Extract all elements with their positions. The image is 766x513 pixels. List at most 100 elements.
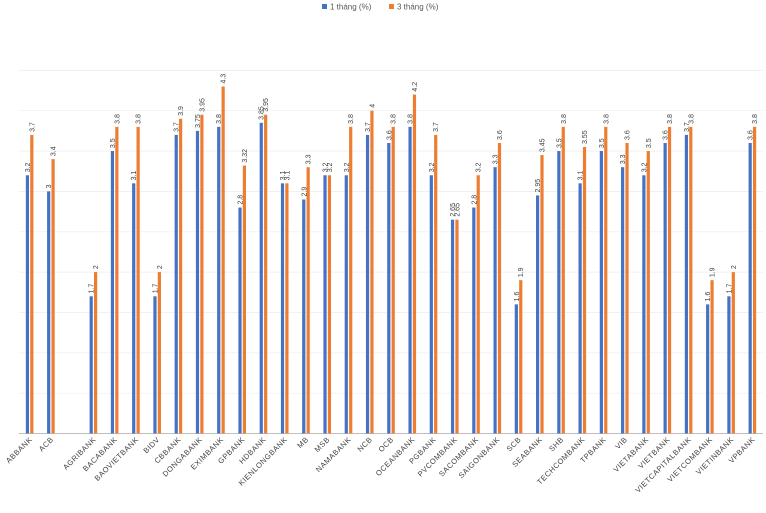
bar-3-month bbox=[136, 126, 140, 434]
data-label: 1.7 bbox=[152, 283, 159, 293]
bar-1-month bbox=[25, 175, 30, 434]
bar-3-month bbox=[242, 165, 246, 434]
data-label: 3.5 bbox=[556, 138, 563, 148]
bar-3-month bbox=[561, 126, 565, 434]
bar-3-month bbox=[264, 114, 268, 434]
bar-1-month bbox=[514, 304, 518, 434]
data-label: 3.1 bbox=[578, 171, 585, 181]
data-label: 3.7 bbox=[29, 122, 36, 132]
data-label: 1.6 bbox=[705, 292, 712, 302]
bar-3-month bbox=[455, 219, 459, 434]
bars bbox=[25, 86, 757, 434]
bar-3-month bbox=[476, 175, 480, 434]
data-label: 3.5 bbox=[646, 138, 653, 148]
legend-swatch bbox=[389, 4, 394, 9]
data-label: 3.5 bbox=[599, 138, 606, 148]
data-label: 2.65 bbox=[454, 203, 461, 217]
data-label: 3.2 bbox=[641, 162, 648, 172]
bar-1-month bbox=[365, 134, 370, 434]
bar-1-month bbox=[599, 151, 603, 434]
data-label: 3.7 bbox=[174, 122, 181, 132]
data-label: 2.8 bbox=[471, 195, 478, 205]
bar-1-month bbox=[748, 142, 752, 434]
x-tick-label: MB bbox=[295, 435, 310, 450]
gridlines bbox=[19, 70, 763, 434]
data-label: 3.1 bbox=[131, 171, 138, 181]
bar-1-month bbox=[642, 175, 646, 434]
bar-3-month bbox=[370, 110, 374, 434]
legend-swatch bbox=[322, 4, 327, 9]
bar-3-month bbox=[349, 126, 353, 434]
data-label: 3.95 bbox=[199, 98, 206, 112]
data-label: 1.7 bbox=[89, 283, 96, 293]
data-label: 3.9 bbox=[178, 106, 185, 116]
bar-1-month bbox=[472, 207, 476, 434]
data-label: 3.85 bbox=[259, 106, 266, 120]
data-label: 1.6 bbox=[514, 292, 521, 302]
bar-1-month bbox=[706, 304, 710, 434]
bar-1-month bbox=[727, 296, 731, 434]
bar-3-month bbox=[30, 134, 34, 434]
bar-3-month bbox=[434, 134, 438, 434]
bar-1-month bbox=[89, 296, 93, 434]
bar-1-month bbox=[280, 183, 285, 434]
data-label: 3.8 bbox=[667, 114, 674, 124]
bar-3-month bbox=[667, 126, 672, 434]
bar-3-month bbox=[604, 126, 608, 434]
data-label: 3.45 bbox=[540, 138, 547, 152]
bar-3-month bbox=[157, 272, 161, 434]
bar-3-month bbox=[731, 272, 735, 434]
bar-1-month bbox=[153, 296, 157, 434]
data-label: 3.6 bbox=[663, 130, 670, 140]
bar-3-month bbox=[200, 114, 204, 434]
bar-1-month bbox=[621, 167, 625, 434]
data-label: 3.95 bbox=[263, 98, 270, 112]
data-label: 2.95 bbox=[535, 179, 542, 193]
data-label: 3.6 bbox=[625, 130, 632, 140]
bar-3-month bbox=[412, 94, 417, 434]
bar-3-month bbox=[115, 126, 119, 434]
bar-1-month bbox=[387, 142, 391, 434]
data-label: 3.8 bbox=[348, 114, 355, 124]
data-label: 3.6 bbox=[386, 130, 393, 140]
data-label: 1.9 bbox=[518, 267, 525, 277]
data-label: 3.2 bbox=[323, 162, 330, 172]
data-label: 3.4 bbox=[51, 146, 58, 156]
bar-3-month bbox=[285, 183, 289, 434]
bar-3-month bbox=[519, 280, 523, 434]
data-label: 3.3 bbox=[620, 154, 627, 164]
data-label: 2.8 bbox=[238, 195, 245, 205]
bar-1-month bbox=[663, 142, 667, 434]
data-label: 3.55 bbox=[582, 130, 589, 144]
data-label: 4.3 bbox=[221, 74, 228, 84]
data-label: 3.6 bbox=[748, 130, 755, 140]
data-label: 3.8 bbox=[136, 114, 143, 124]
bar-1-month bbox=[132, 183, 136, 434]
bar-1-month bbox=[238, 207, 242, 434]
bar-3-month bbox=[752, 126, 757, 434]
bar-1-month bbox=[557, 151, 561, 434]
x-tick-label: ACB bbox=[37, 435, 55, 453]
bar-1-month bbox=[302, 199, 306, 434]
data-label: 1.7 bbox=[726, 283, 733, 293]
legend-label: 1 tháng (%) bbox=[330, 3, 372, 12]
x-tick-label: MSB bbox=[313, 435, 332, 454]
data-label: 3.5 bbox=[110, 138, 117, 148]
data-label: 3.8 bbox=[603, 114, 610, 124]
data-label: 3.1 bbox=[284, 171, 291, 181]
data-label: 3.3 bbox=[306, 154, 313, 164]
bar-3-month bbox=[710, 280, 714, 434]
data-label: 4 bbox=[369, 104, 376, 108]
data-label: 3.8 bbox=[408, 114, 415, 124]
data-label: 3.2 bbox=[327, 162, 334, 172]
data-label: 3.7 bbox=[365, 122, 372, 132]
bar-1-month bbox=[429, 175, 433, 434]
data-label: 2.9 bbox=[301, 187, 308, 197]
bar-3-month bbox=[51, 159, 55, 434]
bar-3-month bbox=[179, 118, 183, 434]
data-label: 3.8 bbox=[391, 114, 398, 124]
bar-1-month bbox=[536, 195, 540, 434]
x-tick-label: NCB bbox=[356, 435, 375, 454]
